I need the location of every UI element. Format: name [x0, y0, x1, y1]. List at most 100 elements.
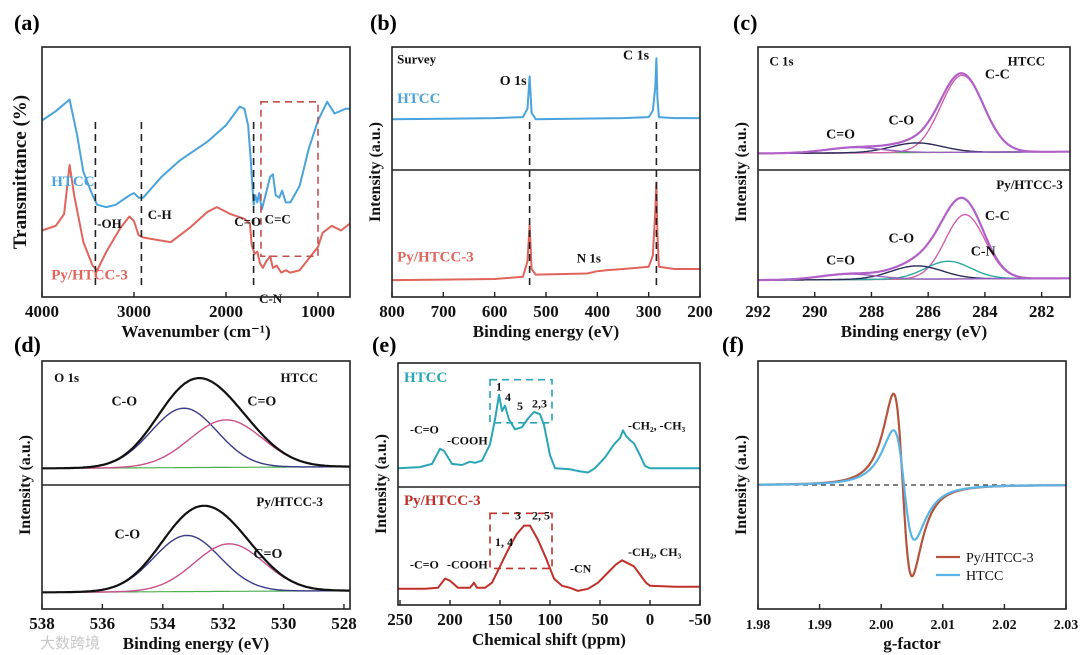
annotation-label: Py/HTCC-3 [996, 177, 1063, 192]
annotation-label: -C=O [410, 557, 439, 571]
annotation-label: C=O [253, 547, 282, 562]
annotation-label: Py/HTCC-3 [397, 249, 474, 265]
x-tick-label: 2.03 [1054, 618, 1079, 633]
legend-label: HTCC [966, 569, 1003, 584]
plot-frame [757, 46, 1071, 298]
annotation-label: C 1s [769, 54, 793, 69]
annotation-label: C-O [111, 395, 137, 410]
panel-label: (a) [14, 10, 40, 35]
x-tick-label: 2.01 [931, 618, 956, 633]
x-tick-label: 2.02 [992, 618, 1017, 633]
fit-peak-c-o [41, 407, 350, 470]
annotation-label: 1 [496, 379, 502, 393]
annotation-label: Py/HTCC-3 [256, 494, 323, 509]
x-tick-label: 2000 [209, 302, 243, 321]
annotation-label: C-N [259, 291, 283, 306]
annotation-label: C-C [985, 209, 1010, 224]
x-tick-label: 700 [431, 302, 457, 321]
fit-envelope [758, 196, 1070, 282]
annotation-label: -COOH [447, 557, 488, 571]
annotation-label: 3 [515, 508, 521, 522]
annotation-label: N 1s [577, 250, 601, 265]
x-tick-label: 400 [585, 302, 611, 321]
annotation-label: Py/HTCC-3 [51, 268, 128, 284]
x-axis-title: Chemical shift (ppm) [472, 630, 626, 649]
x-axis-title: Binding energy (eV) [473, 322, 619, 341]
panel-e: (e) HTCC 145 2,3 -C=O -COOH -CH₂, -CH₃ Py/HTCC-… [372, 332, 711, 649]
plot-frame [397, 362, 701, 606]
x-tick-label: 300 [636, 302, 662, 321]
y-axis-title: Intensity (a.u.) [733, 435, 750, 535]
x-tick-label: 4000 [25, 302, 59, 321]
panel-label: (f) [722, 332, 744, 357]
annotation-label: 2,3 [532, 397, 547, 411]
x-tick-label: 600 [482, 302, 508, 321]
x-tick-label: 200 [437, 610, 463, 629]
x-tick-label: -50 [689, 610, 712, 629]
x-tick-label: 800 [379, 302, 405, 321]
x-tick-label: 286 [915, 302, 941, 321]
plot-frame [757, 360, 1067, 610]
x-tick-label: 100 [537, 610, 563, 629]
panel-label: (e) [372, 332, 396, 357]
x-tick-label: 538 [29, 614, 55, 633]
x-tick-label: 532 [210, 614, 236, 633]
x-tick-label: 3000 [117, 302, 151, 321]
x-tick-label: 292 [745, 302, 771, 321]
annotation-label: 1, 4 [495, 535, 513, 549]
annotation-label: -COOH [447, 433, 488, 447]
annotation-label: 5 [517, 399, 523, 413]
x-tick-label: 290 [802, 302, 828, 321]
x-tick-label: 200 [687, 302, 713, 321]
panel-label: (d) [14, 332, 41, 357]
annotation-label: HTCC [281, 370, 319, 385]
watermark: 大数跨境 [40, 634, 100, 652]
series-line-htcc [397, 393, 700, 474]
annotation-label: C-O [114, 527, 140, 542]
x-axis-title: g-factor [883, 634, 941, 653]
highlight-box [489, 378, 553, 424]
annotation-label: -CH₂, -CH₃ [628, 418, 686, 432]
series-line-htcc [41, 98, 350, 211]
annotation-label: HTCC [51, 174, 94, 190]
annotation-label: C=O [826, 254, 855, 269]
annotation-label: -C=O [410, 423, 439, 437]
x-tick-label: 528 [331, 614, 357, 633]
x-tick-label: 50 [592, 610, 609, 629]
x-tick-label: 530 [271, 614, 297, 633]
annotation-label: HTCC [404, 370, 447, 386]
annotation-label: C-C [985, 68, 1010, 83]
annotation-label: C=C [265, 211, 291, 226]
annotation-label: 4 [505, 390, 511, 404]
panel-f: (f) Py/HTCC-3 HTCC 1.98 1.99 2.00 2.01 2.02 2.03… [722, 332, 1078, 653]
annotation-label: C-N [971, 245, 996, 260]
x-tick-label: 282 [1029, 302, 1055, 321]
panel-label: (b) [370, 10, 397, 35]
annotation-label: C=O [247, 395, 276, 410]
annotation-label: O 1s [54, 370, 79, 385]
annotation-label: HTCC [1008, 54, 1046, 69]
x-tick-label: 536 [90, 614, 116, 633]
annotation-label: Survey [397, 52, 437, 67]
highlight-box [489, 512, 553, 570]
panel-c: (c)C 1s HTCCC-CC-OC=OPy/HTCC-3C-CC-NC-OC=… [733, 10, 1071, 341]
annotation-label: O 1s [500, 74, 527, 89]
y-axis-title: Intensity (a.u.) [373, 434, 390, 534]
x-tick-label: 288 [859, 302, 885, 321]
annotation-label: Py/HTCC-3 [404, 493, 481, 509]
series-line-htcc [757, 429, 1067, 541]
annotation-label: C=O [826, 127, 855, 142]
plot-frame [41, 46, 351, 298]
annotation-label: -CN [570, 562, 592, 576]
x-tick-label: 534 [150, 614, 176, 633]
fit-envelope [41, 377, 350, 470]
annotation-label: -OH [97, 216, 122, 231]
annotation-label: HTCC [397, 91, 440, 107]
fit-envelope [41, 504, 350, 594]
annotation-label: -CH₂, CH₃ [628, 545, 682, 559]
x-axis-title: Wavenumber (cm⁻¹) [121, 322, 270, 341]
fit-envelope [758, 72, 1070, 155]
x-axis-title: Binding energy (eV) [841, 322, 987, 341]
fit-peak-c-c [758, 213, 1070, 281]
panel-b: (b) Survey O 1s C 1s HTCC Py/HTCC-3 N 1s 800 700… [367, 10, 713, 341]
